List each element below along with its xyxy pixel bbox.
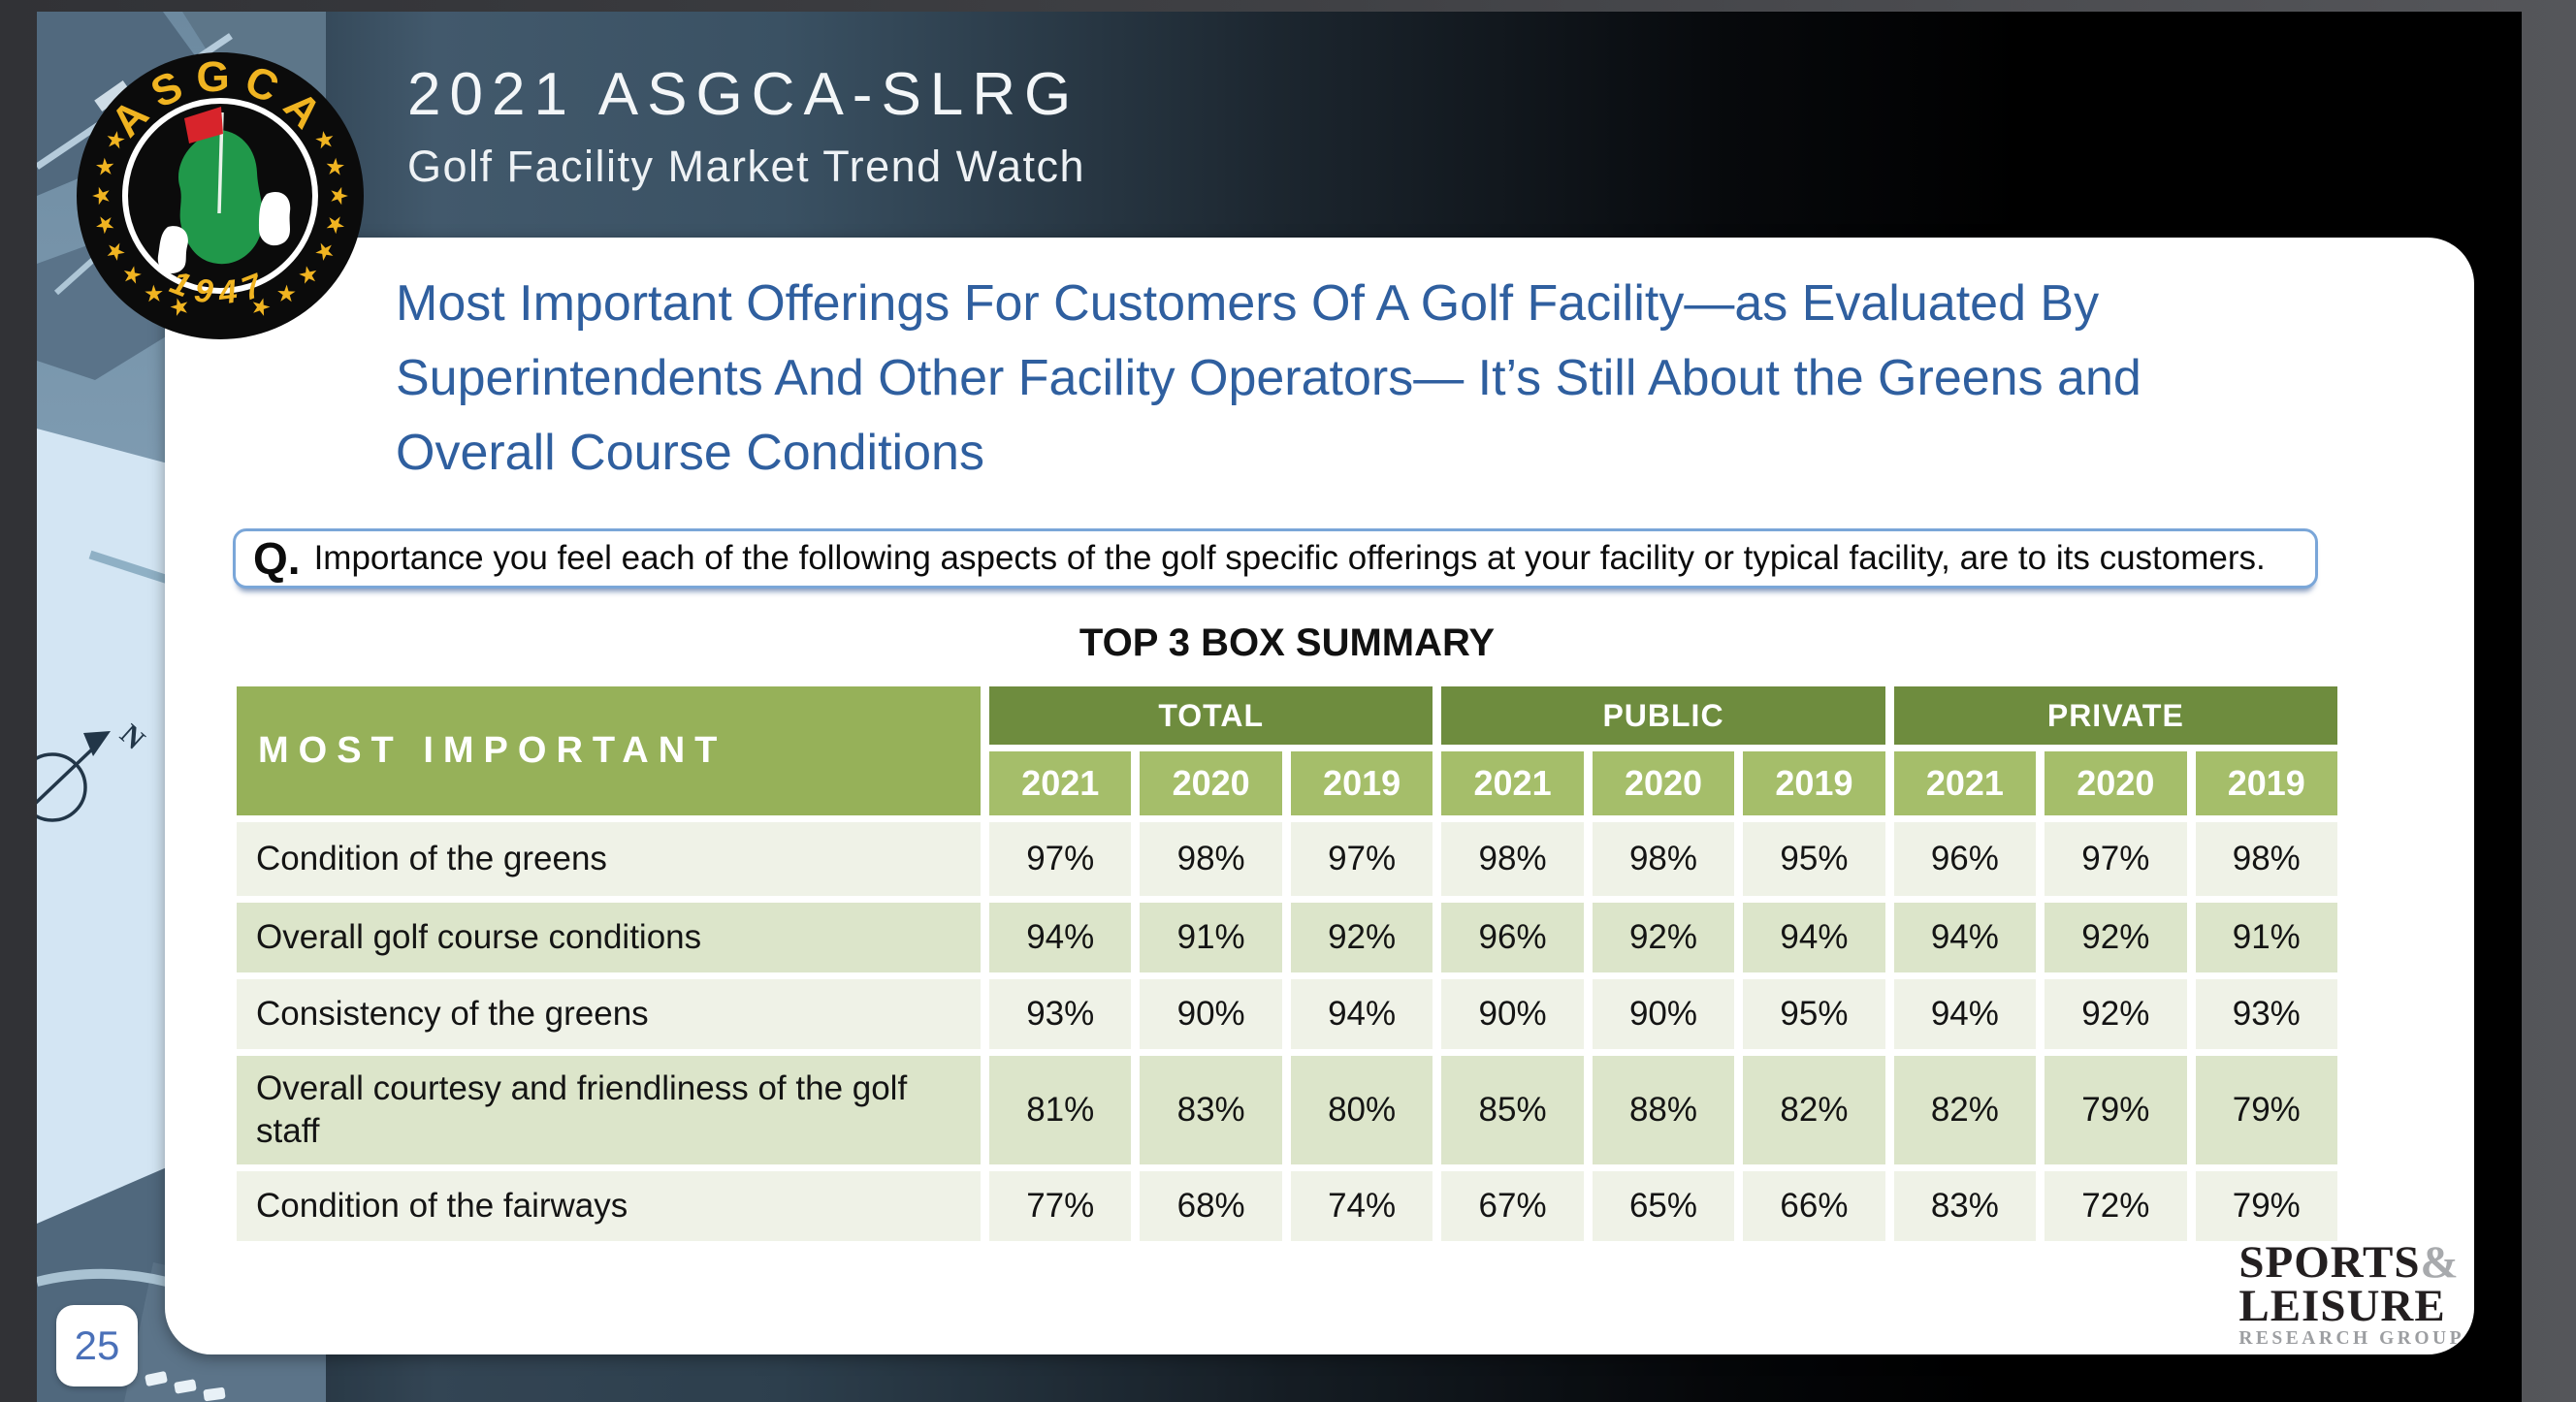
table-year-header: 2019 bbox=[1743, 751, 1885, 815]
table-value-cell: 97% bbox=[1290, 822, 1433, 896]
table-value-cell: 94% bbox=[989, 903, 1132, 972]
table-value-cell: 91% bbox=[2195, 903, 2337, 972]
table-group-header-public: PUBLIC bbox=[1441, 686, 1885, 745]
table-year-header: 2019 bbox=[1290, 751, 1433, 815]
table-row-label: Consistency of the greens bbox=[237, 979, 981, 1049]
table-value-cell: 93% bbox=[989, 979, 1132, 1049]
table-value-cell: 85% bbox=[1441, 1056, 1584, 1164]
question-prefix: Q. bbox=[253, 533, 301, 584]
table-value-cell: 81% bbox=[989, 1056, 1132, 1164]
page-number: 25 bbox=[74, 1322, 120, 1368]
asgca-logo: ASGCA ★★★★★★★★ ★★★★★★★★ 1947 bbox=[77, 52, 364, 339]
table-value-cell: 98% bbox=[1140, 822, 1282, 896]
table-row-label: Overall courtesy and friendliness of the… bbox=[237, 1056, 981, 1164]
question-text: Importance you feel each of the followin… bbox=[313, 539, 2266, 577]
table-value-cell: 67% bbox=[1441, 1171, 1584, 1241]
table-value-cell: 94% bbox=[1743, 903, 1885, 972]
table-value-cell: 72% bbox=[2045, 1171, 2187, 1241]
table-value-cell: 92% bbox=[2045, 903, 2187, 972]
table-value-cell: 92% bbox=[2045, 979, 2187, 1049]
slide-heading: Most Important Offerings For Customers O… bbox=[396, 267, 2413, 491]
table-row-label: Condition of the greens bbox=[237, 822, 981, 896]
table-group-header-total: TOTAL bbox=[989, 686, 1433, 745]
logo-bunker-right bbox=[259, 192, 291, 246]
slide: N 2021 ASGCA-SLRG Golf Facility Market T… bbox=[37, 12, 2522, 1402]
table-value-cell: 90% bbox=[1592, 979, 1735, 1049]
table-row-label: Condition of the fairways bbox=[237, 1171, 981, 1241]
table-group-header-private: PRIVATE bbox=[1893, 686, 2337, 745]
content-card: Most Important Offerings For Customers O… bbox=[165, 238, 2474, 1354]
sports-leisure-logo: SPORTS& LEISURE RESEARCH GROUP bbox=[2238, 1240, 2464, 1350]
logo-bunker-left bbox=[157, 226, 188, 274]
report-title: 2021 ASGCA-SLRG bbox=[407, 61, 1080, 128]
table-value-cell: 68% bbox=[1140, 1171, 1282, 1241]
table-value-cell: 90% bbox=[1441, 979, 1584, 1049]
table-year-header: 2020 bbox=[1140, 751, 1282, 815]
footer-logo-ampersand: & bbox=[2420, 1237, 2460, 1289]
star-icon: ★ bbox=[89, 185, 115, 207]
table-value-cell: 97% bbox=[989, 822, 1132, 896]
footer-logo-research-group: RESEARCH GROUP bbox=[2238, 1328, 2464, 1350]
table-year-header: 2021 bbox=[1441, 751, 1584, 815]
table-year-header: 2020 bbox=[1592, 751, 1735, 815]
table-value-cell: 90% bbox=[1140, 979, 1282, 1049]
heading-line-1: Most Important Offerings For Customers O… bbox=[396, 275, 2100, 332]
table-value-cell: 98% bbox=[1441, 822, 1584, 896]
question-box: Q. Importance you feel each of the follo… bbox=[233, 528, 2318, 589]
slide-header: 2021 ASGCA-SLRG Golf Facility Market Tre… bbox=[407, 61, 1086, 192]
summary-table: MOST IMPORTANT TOTAL PUBLIC PRIVATE 2021 2020… bbox=[237, 686, 2337, 1241]
table-value-cell: 80% bbox=[1290, 1056, 1433, 1164]
table-value-cell: 98% bbox=[2195, 822, 2337, 896]
table-title: TOP 3 BOX SUMMARY bbox=[1079, 621, 1496, 664]
table-value-cell: 94% bbox=[1893, 979, 2037, 1049]
star-icon: ★ bbox=[326, 185, 352, 207]
table-value-cell: 82% bbox=[1893, 1056, 2037, 1164]
table-value-cell: 82% bbox=[1743, 1056, 1885, 1164]
table-value-cell: 92% bbox=[1290, 903, 1433, 972]
table-year-header: 2021 bbox=[1893, 751, 2037, 815]
table-value-cell: 98% bbox=[1592, 822, 1735, 896]
heading-line-2: Superintendents And Other Facility Opera… bbox=[396, 350, 2141, 406]
table-value-cell: 77% bbox=[989, 1171, 1132, 1241]
table-year-header: 2020 bbox=[2045, 751, 2187, 815]
page-number-badge: 25 bbox=[56, 1305, 138, 1386]
table-value-cell: 93% bbox=[2195, 979, 2337, 1049]
footer-logo-sports: SPORTS bbox=[2238, 1237, 2421, 1289]
table-value-cell: 94% bbox=[1893, 903, 2037, 972]
table-value-cell: 79% bbox=[2045, 1056, 2187, 1164]
table-year-header: 2021 bbox=[989, 751, 1132, 815]
table-value-cell: 96% bbox=[1441, 903, 1584, 972]
table-value-cell: 83% bbox=[1893, 1171, 2037, 1241]
table-value-cell: 79% bbox=[2195, 1056, 2337, 1164]
table-value-cell: 92% bbox=[1592, 903, 1735, 972]
table-value-cell: 91% bbox=[1140, 903, 1282, 972]
table-value-cell: 66% bbox=[1743, 1171, 1885, 1241]
table-value-cell: 95% bbox=[1743, 822, 1885, 896]
flag-icon bbox=[184, 107, 223, 143]
table-value-cell: 79% bbox=[2195, 1171, 2337, 1241]
table-value-cell: 88% bbox=[1592, 1056, 1735, 1164]
table-row-label: Overall golf course conditions bbox=[237, 903, 981, 972]
table-value-cell: 96% bbox=[1893, 822, 2037, 896]
table-value-cell: 97% bbox=[2045, 822, 2187, 896]
table-row-header: MOST IMPORTANT bbox=[237, 686, 981, 815]
table-value-cell: 95% bbox=[1743, 979, 1885, 1049]
table-value-cell: 94% bbox=[1290, 979, 1433, 1049]
footer-logo-leisure: LEISURE bbox=[2238, 1280, 2446, 1331]
table-value-cell: 83% bbox=[1140, 1056, 1282, 1164]
table-year-header: 2019 bbox=[2195, 751, 2337, 815]
bottom-band bbox=[326, 1354, 2522, 1402]
report-subtitle: Golf Facility Market Trend Watch bbox=[407, 142, 1086, 192]
table-value-cell: 74% bbox=[1290, 1171, 1433, 1241]
heading-line-3: Overall Course Conditions bbox=[396, 425, 984, 481]
table-value-cell: 65% bbox=[1592, 1171, 1735, 1241]
